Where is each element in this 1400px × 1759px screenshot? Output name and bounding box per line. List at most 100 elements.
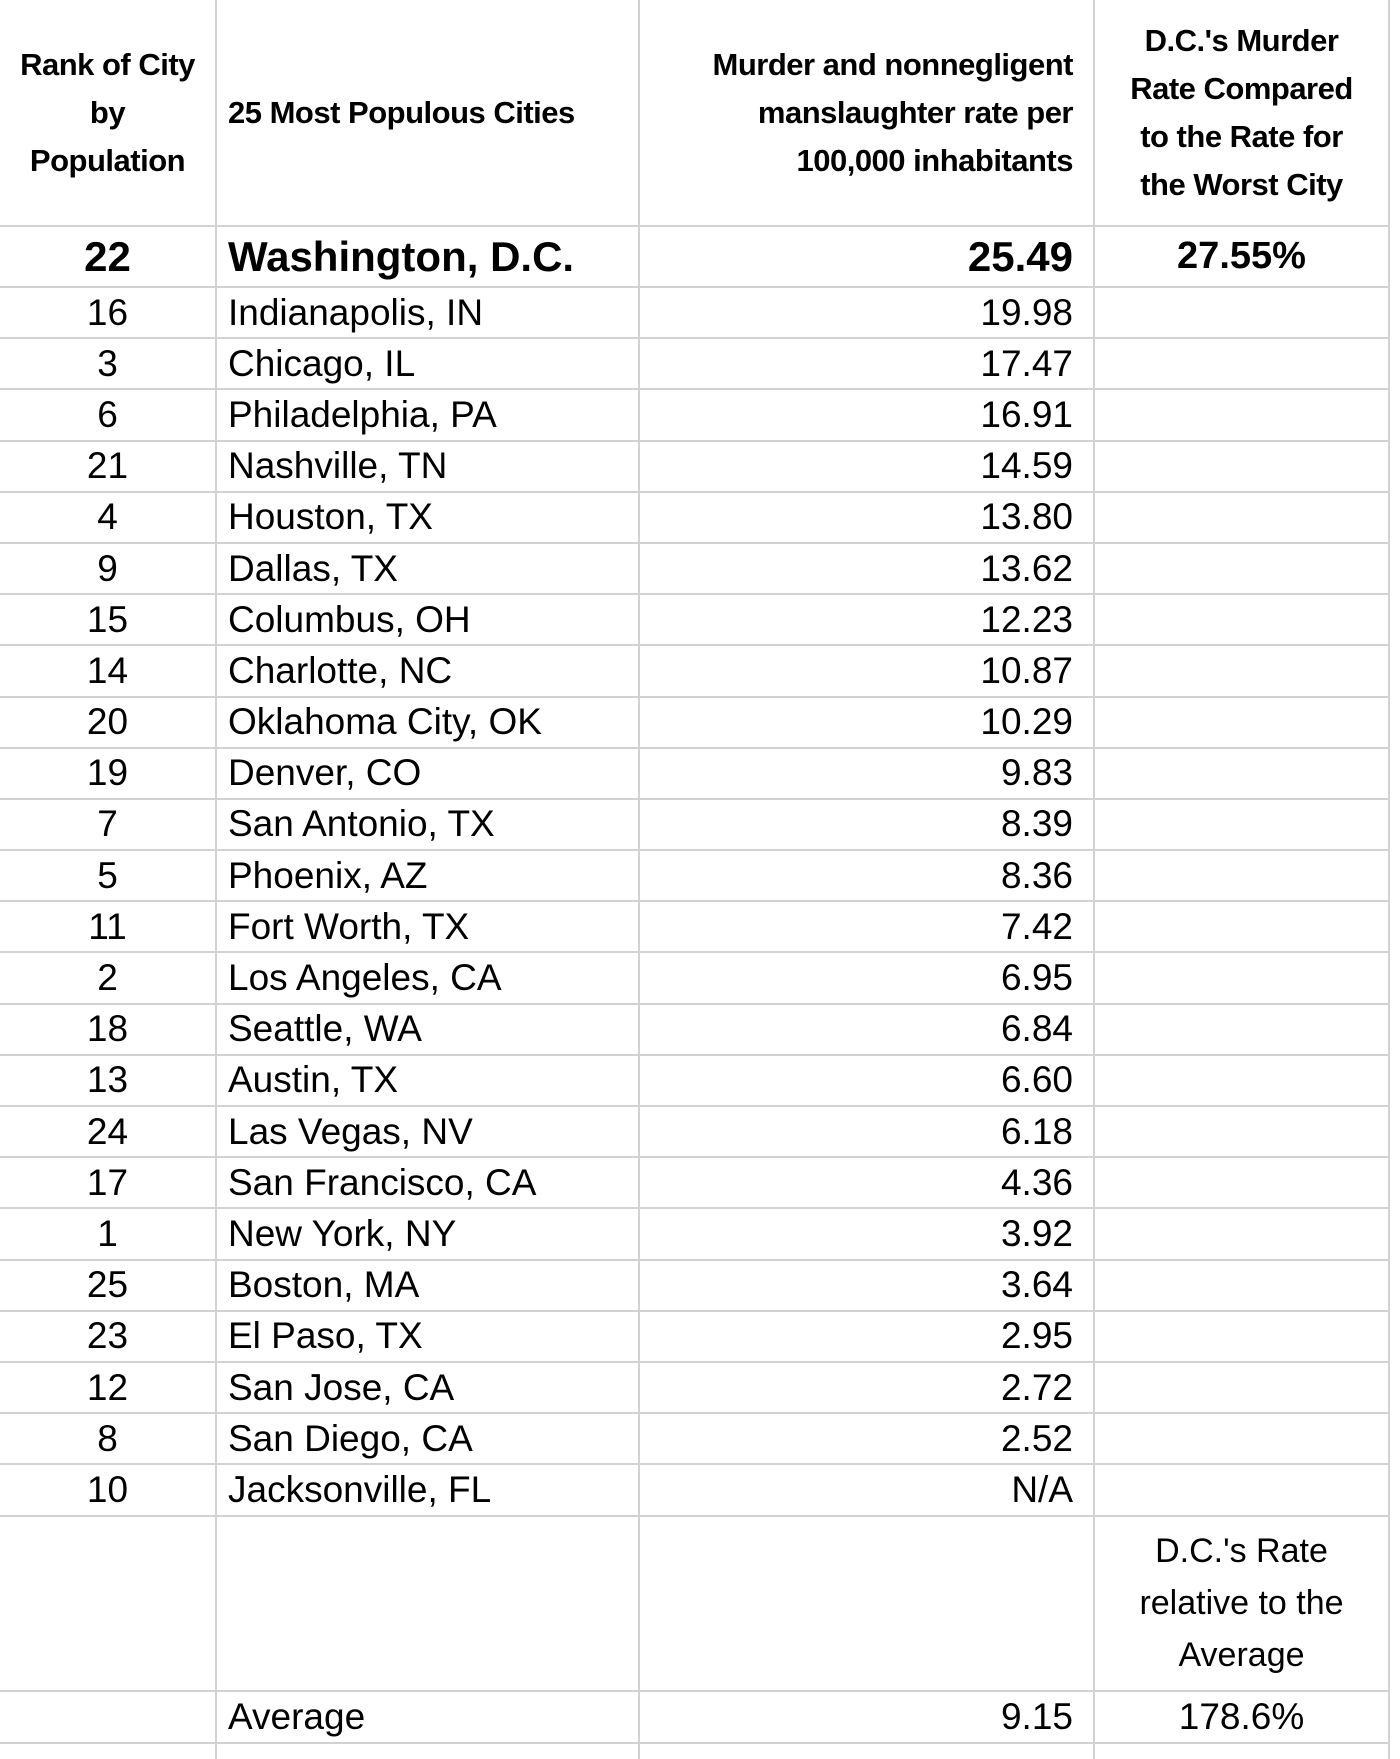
cell-city[interactable]: Jacksonville, FL bbox=[217, 1465, 640, 1517]
cell-note[interactable] bbox=[1095, 1055, 1390, 1107]
cell-rate[interactable]: 6.18 bbox=[640, 1107, 1095, 1159]
cell-city[interactable]: Las Vegas, NV bbox=[217, 1107, 640, 1159]
cell-note[interactable] bbox=[1095, 441, 1390, 493]
cell-rank[interactable]: 22 bbox=[0, 227, 217, 288]
dc-rate-relative-note[interactable]: D.C.'s Rate relative to the Average bbox=[1095, 1516, 1390, 1692]
cell-rank[interactable]: 13 bbox=[0, 1055, 217, 1107]
average-note-cell[interactable]: 178.6% bbox=[1095, 1691, 1390, 1744]
partial-row-cell[interactable] bbox=[640, 1743, 1095, 1759]
cell-rate[interactable]: 8.39 bbox=[640, 799, 1095, 852]
cell-rank[interactable]: 25 bbox=[0, 1260, 217, 1312]
cell-rate[interactable]: 2.95 bbox=[640, 1311, 1095, 1363]
cell-rank[interactable]: 19 bbox=[0, 748, 217, 800]
cell-city[interactable]: Chicago, IL bbox=[217, 339, 640, 391]
cell-note[interactable] bbox=[1095, 339, 1390, 391]
cell-note[interactable] bbox=[1095, 543, 1390, 596]
cell-note[interactable] bbox=[1095, 1465, 1390, 1517]
cell-rank[interactable]: 8 bbox=[0, 1414, 217, 1466]
cell-rate[interactable]: 13.80 bbox=[640, 492, 1095, 544]
cell-note[interactable] bbox=[1095, 1209, 1390, 1261]
cell-rank[interactable]: 20 bbox=[0, 697, 217, 749]
empty-cell[interactable] bbox=[0, 1691, 217, 1744]
cell-rank[interactable]: 17 bbox=[0, 1158, 217, 1210]
cell-note[interactable] bbox=[1095, 697, 1390, 749]
cell-note[interactable] bbox=[1095, 288, 1390, 340]
cell-city[interactable]: Dallas, TX bbox=[217, 543, 640, 596]
cell-city[interactable]: Austin, TX bbox=[217, 1055, 640, 1107]
cell-city[interactable]: Fort Worth, TX bbox=[217, 902, 640, 954]
cell-rank[interactable]: 24 bbox=[0, 1107, 217, 1159]
cell-rank[interactable]: 18 bbox=[0, 1004, 217, 1056]
cell-city[interactable]: Nashville, TN bbox=[217, 441, 640, 493]
cell-city[interactable]: Boston, MA bbox=[217, 1260, 640, 1312]
cell-note[interactable] bbox=[1095, 1004, 1390, 1056]
cell-city[interactable]: Charlotte, NC bbox=[217, 646, 640, 698]
cell-note[interactable] bbox=[1095, 1260, 1390, 1312]
cell-rate[interactable]: 13.62 bbox=[640, 543, 1095, 596]
cell-city[interactable]: San Diego, CA bbox=[217, 1414, 640, 1466]
cell-note[interactable] bbox=[1095, 1311, 1390, 1363]
cell-rate[interactable]: 3.92 bbox=[640, 1209, 1095, 1261]
cell-city[interactable]: New York, NY bbox=[217, 1209, 640, 1261]
cell-note[interactable] bbox=[1095, 748, 1390, 800]
cell-city[interactable]: Houston, TX bbox=[217, 492, 640, 544]
cell-rank[interactable]: 5 bbox=[0, 851, 217, 903]
cell-note[interactable] bbox=[1095, 390, 1390, 442]
average-label-cell[interactable]: Average bbox=[217, 1691, 640, 1744]
cell-rank[interactable]: 7 bbox=[0, 799, 217, 852]
cell-note[interactable] bbox=[1095, 1362, 1390, 1415]
partial-row-cell[interactable] bbox=[217, 1743, 640, 1759]
cell-city[interactable]: Washington, D.C. bbox=[217, 227, 640, 288]
empty-cell[interactable] bbox=[0, 1516, 217, 1692]
cell-city[interactable]: Philadelphia, PA bbox=[217, 390, 640, 442]
cell-rank[interactable]: 14 bbox=[0, 646, 217, 698]
cell-city[interactable]: Denver, CO bbox=[217, 748, 640, 800]
cell-note[interactable] bbox=[1095, 953, 1390, 1005]
cell-city[interactable]: Los Angeles, CA bbox=[217, 953, 640, 1005]
cell-rate[interactable]: 17.47 bbox=[640, 339, 1095, 391]
cell-rank[interactable]: 23 bbox=[0, 1311, 217, 1363]
cell-rank[interactable]: 4 bbox=[0, 492, 217, 544]
header-rank-of-city[interactable]: Rank of City by Population bbox=[0, 0, 217, 227]
cell-note[interactable] bbox=[1095, 902, 1390, 954]
cell-rank[interactable]: 21 bbox=[0, 441, 217, 493]
cell-note[interactable] bbox=[1095, 851, 1390, 903]
cell-note[interactable] bbox=[1095, 492, 1390, 544]
cell-city[interactable]: Seattle, WA bbox=[217, 1004, 640, 1056]
cell-rank[interactable]: 15 bbox=[0, 595, 217, 647]
cell-city[interactable]: San Antonio, TX bbox=[217, 799, 640, 852]
cell-rank[interactable]: 11 bbox=[0, 902, 217, 954]
cell-city[interactable]: Columbus, OH bbox=[217, 595, 640, 647]
cell-note[interactable] bbox=[1095, 1107, 1390, 1159]
cell-rank[interactable]: 12 bbox=[0, 1362, 217, 1415]
cell-rate[interactable]: 10.87 bbox=[640, 646, 1095, 698]
cell-rank[interactable]: 6 bbox=[0, 390, 217, 442]
cell-city[interactable]: Indianapolis, IN bbox=[217, 288, 640, 340]
header-murder-rate[interactable]: Murder and nonnegligent manslaughter rate… bbox=[640, 0, 1095, 227]
cell-rate[interactable]: 6.84 bbox=[640, 1004, 1095, 1056]
cell-rate[interactable]: 14.59 bbox=[640, 441, 1095, 493]
cell-rank[interactable]: 10 bbox=[0, 1465, 217, 1517]
cell-rate[interactable]: 9.83 bbox=[640, 748, 1095, 800]
cell-note[interactable]: 27.55% bbox=[1095, 227, 1390, 288]
cell-rate[interactable]: 4.36 bbox=[640, 1158, 1095, 1210]
cell-note[interactable] bbox=[1095, 799, 1390, 852]
cell-note[interactable] bbox=[1095, 1158, 1390, 1210]
cell-city[interactable]: Phoenix, AZ bbox=[217, 851, 640, 903]
cell-rate[interactable]: 16.91 bbox=[640, 390, 1095, 442]
cell-rate[interactable]: 8.36 bbox=[640, 851, 1095, 903]
partial-row-cell[interactable] bbox=[1095, 1743, 1390, 1759]
header-dc-comparison[interactable]: D.C.'s Murder Rate Compared to the Rate fo… bbox=[1095, 0, 1390, 227]
average-rate-cell[interactable]: 9.15 bbox=[640, 1691, 1095, 1744]
cell-rate[interactable]: 2.52 bbox=[640, 1414, 1095, 1466]
cell-note[interactable] bbox=[1095, 595, 1390, 647]
cell-note[interactable] bbox=[1095, 1414, 1390, 1466]
cell-rate[interactable]: 12.23 bbox=[640, 595, 1095, 647]
partial-row-cell[interactable] bbox=[0, 1743, 217, 1759]
cell-note[interactable] bbox=[1095, 646, 1390, 698]
cell-rank[interactable]: 16 bbox=[0, 288, 217, 340]
cell-rate[interactable]: 6.95 bbox=[640, 953, 1095, 1005]
cell-rank[interactable]: 3 bbox=[0, 339, 217, 391]
cell-city[interactable]: San Francisco, CA bbox=[217, 1158, 640, 1210]
cell-rate[interactable]: 7.42 bbox=[640, 902, 1095, 954]
